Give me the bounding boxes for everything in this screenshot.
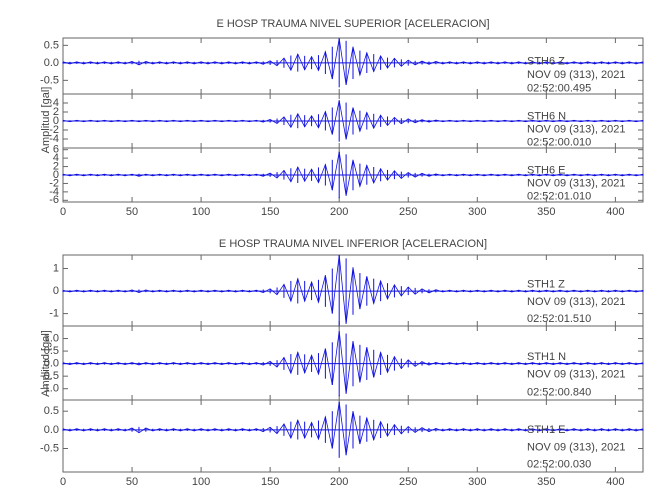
station-label: STH1 N	[527, 351, 566, 363]
chart-title: E HOSP TRAUMA NIVEL SUPERIOR [ACELERACIO…	[216, 18, 489, 30]
date-label: NOV 09 (313), 2021	[527, 369, 625, 381]
y-tick-label: -6	[49, 194, 59, 206]
x-tick-label: 200	[330, 206, 348, 218]
x-tick-label: 250	[399, 476, 417, 488]
y-tick-label: -0.5	[40, 442, 59, 454]
x-tick-label: 150	[261, 206, 279, 218]
waveform	[62, 100, 644, 140]
x-tick-label: 300	[468, 476, 486, 488]
waveform	[62, 151, 644, 196]
y-tick-label: 6	[53, 144, 59, 156]
x-tick-label: 50	[126, 206, 138, 218]
time-label: 02:52:00.030	[527, 459, 591, 471]
station-label: STH6 E	[527, 165, 566, 177]
y-tick-label: 0.5	[44, 39, 59, 51]
time-label: 02:52:00.840	[527, 387, 591, 399]
x-tick-label: 0	[60, 476, 66, 488]
date-label: NOV 09 (313), 2021	[527, 124, 625, 136]
x-tick-label: 350	[537, 206, 555, 218]
y-tick-label: -2	[49, 124, 59, 136]
waveform	[62, 330, 644, 394]
x-tick-label: 300	[468, 206, 486, 218]
y-tick-label: 0	[53, 169, 59, 181]
date-label: NOV 09 (313), 2021	[527, 178, 625, 190]
x-tick-label: 150	[261, 476, 279, 488]
x-tick-label: 200	[330, 476, 348, 488]
date-label: NOV 09 (313), 2021	[527, 69, 625, 81]
y-tick-label: 0.0	[44, 358, 59, 370]
time-label: 02:52:01.510	[527, 313, 591, 325]
y-tick-label: 0.0	[44, 57, 59, 69]
x-tick-label: 0	[60, 206, 66, 218]
y-tick-label: 4	[53, 152, 59, 164]
y-tick-label: 2	[53, 106, 59, 118]
station-label: STH6 Z	[527, 55, 565, 67]
chart-title: E HOSP TRAUMA NIVEL INFERIOR [ACELERACIO…	[219, 238, 487, 250]
y-axis-label: Amplitud [gal]	[40, 330, 52, 397]
x-tick-label: 400	[606, 206, 624, 218]
y-tick-label: -4	[49, 133, 59, 145]
time-label: 02:52:00.495	[527, 82, 591, 94]
y-tick-label: 0.5	[44, 405, 59, 417]
waveform	[62, 254, 644, 324]
y-tick-label: 0.5	[44, 345, 59, 357]
y-tick-label: 0.0	[44, 424, 59, 436]
station-label: STH1 Z	[527, 279, 565, 291]
y-tick-label: -0.5	[40, 74, 59, 86]
x-tick-label: 400	[606, 476, 624, 488]
y-tick-label: 1.0	[44, 332, 59, 344]
y-tick-label: -1.0	[40, 383, 59, 395]
x-tick-label: 100	[192, 476, 210, 488]
y-tick-label: 0	[53, 115, 59, 127]
y-tick-label: -1	[49, 308, 59, 320]
panel-frame	[62, 399, 644, 473]
y-tick-label: -4	[49, 186, 59, 198]
x-tick-label: 350	[537, 476, 555, 488]
date-label: NOV 09 (313), 2021	[527, 296, 625, 308]
y-axis-label: Amplitud [gal]	[40, 87, 52, 154]
x-tick-label: 100	[192, 206, 210, 218]
y-tick-label: 2	[53, 160, 59, 172]
y-tick-label: 1	[53, 262, 59, 274]
time-label: 02:52:00.010	[527, 137, 591, 149]
time-label: 02:52:01.010	[527, 191, 591, 203]
waveform	[62, 38, 644, 85]
y-tick-label: 4	[53, 97, 59, 109]
waveform	[62, 401, 644, 456]
date-label: NOV 09 (313), 2021	[527, 441, 625, 453]
y-tick-label: -2	[49, 177, 59, 189]
station-label: STH1 E	[527, 424, 566, 436]
y-tick-label: -0.5	[40, 370, 59, 382]
x-tick-label: 50	[126, 476, 138, 488]
station-label: STH6 N	[527, 111, 566, 123]
y-tick-label: 0	[53, 285, 59, 297]
x-tick-label: 250	[399, 206, 417, 218]
